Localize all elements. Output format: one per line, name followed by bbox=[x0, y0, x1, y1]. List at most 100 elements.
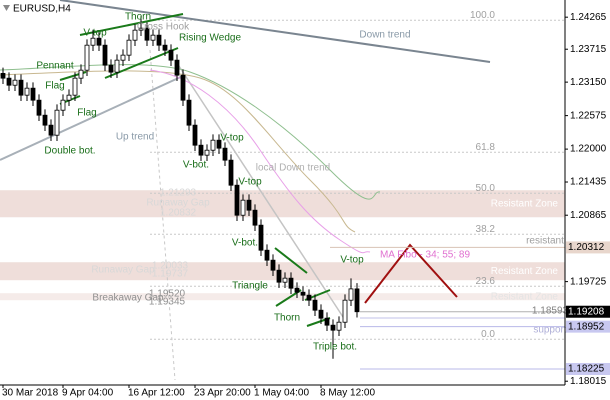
annotation: 1.20033 bbox=[152, 261, 189, 272]
candle-body bbox=[174, 59, 180, 76]
annotation: V-bot. bbox=[232, 238, 258, 249]
candle-body bbox=[162, 44, 168, 51]
annotation: Flag bbox=[77, 108, 96, 119]
zone-label: Resistant Zone bbox=[491, 291, 559, 302]
price-label: 1.20312 bbox=[568, 242, 605, 253]
candle-body bbox=[204, 149, 210, 156]
candle-body bbox=[0, 72, 6, 79]
candle-body bbox=[42, 114, 48, 126]
y-tick-label: 1.21435 bbox=[570, 177, 607, 188]
resistant-zone bbox=[0, 262, 565, 281]
helper-line bbox=[149, 49, 176, 381]
ma-curve bbox=[0, 70, 356, 233]
x-tick-label: 8 May 12:00 bbox=[320, 388, 375, 399]
annotation: Up trend bbox=[116, 132, 154, 143]
candle-body bbox=[276, 269, 282, 283]
y-tick-label: 1.24265 bbox=[570, 12, 607, 23]
annotation: Pennant bbox=[36, 61, 73, 72]
up-trend-line bbox=[0, 74, 186, 161]
candle-body bbox=[36, 99, 42, 116]
x-tick-label: 1 May 04:00 bbox=[254, 388, 309, 399]
pattern-line bbox=[79, 13, 184, 36]
annotation: 1.21293 bbox=[160, 188, 197, 199]
candle-body bbox=[72, 77, 78, 96]
x-tick-label: 30 Mar 2018 bbox=[2, 388, 59, 399]
annotation: 1.18593 bbox=[532, 306, 569, 317]
candle-body bbox=[282, 277, 288, 283]
y-tick-label: 1.22575 bbox=[570, 110, 607, 121]
annotation: Triple bot. bbox=[313, 342, 357, 353]
annotation: support bbox=[533, 325, 567, 336]
price-label: 1.18225 bbox=[568, 364, 605, 375]
symbol-icon bbox=[3, 5, 10, 11]
candle-body bbox=[288, 277, 294, 289]
candle-body bbox=[18, 79, 24, 96]
annotation: resistant bbox=[526, 236, 564, 247]
zones-layer bbox=[0, 19, 565, 340]
candle-body bbox=[354, 288, 360, 313]
candle-body bbox=[180, 74, 186, 101]
price-label: 1.18952 bbox=[568, 321, 605, 332]
ma-curve bbox=[149, 69, 371, 254]
annotation: Runaway Gap bbox=[146, 198, 210, 209]
candle-body bbox=[246, 199, 252, 211]
candle-body bbox=[12, 79, 18, 86]
candle-body bbox=[258, 224, 264, 251]
zone-label: Resistant Zone bbox=[491, 266, 559, 277]
candle-body bbox=[120, 54, 126, 61]
annotation: Breakaway Gap bbox=[92, 293, 164, 304]
annotation: Runaway Gap bbox=[91, 265, 155, 276]
zone-label: Resistant Zone bbox=[491, 198, 559, 209]
ma-curve bbox=[0, 64, 381, 200]
candle-body bbox=[234, 184, 240, 216]
candle-body bbox=[168, 49, 174, 61]
candle-body bbox=[186, 99, 192, 126]
lines-layer bbox=[0, 0, 565, 381]
x-tick-label: 16 Apr 12:00 bbox=[128, 388, 185, 399]
y-tick-label: 1.19725 bbox=[570, 276, 607, 287]
candle-body bbox=[30, 87, 36, 101]
annotation: Triangle bbox=[232, 281, 268, 292]
candle-body bbox=[336, 321, 342, 331]
candle-body bbox=[264, 249, 270, 261]
fibo-label: 0.0 bbox=[481, 329, 495, 340]
annotation: V-bot. bbox=[183, 160, 209, 171]
annotation: V-top bbox=[238, 177, 262, 188]
candle-body bbox=[252, 209, 258, 226]
candle-body bbox=[60, 99, 66, 111]
annotation: Down trend bbox=[359, 30, 410, 41]
price-label-bg bbox=[566, 305, 610, 318]
annotation: local Down trend bbox=[256, 163, 330, 174]
price-label-bg bbox=[566, 320, 610, 333]
candle-body bbox=[144, 27, 150, 41]
candle-body bbox=[210, 139, 216, 151]
candle-body bbox=[54, 109, 60, 136]
chart-title: EURUSD,H4 bbox=[13, 4, 71, 15]
candle-body bbox=[24, 87, 30, 96]
candle-body bbox=[270, 259, 276, 271]
x-tick-label: 23 Apr 20:00 bbox=[194, 388, 251, 399]
candle-body bbox=[126, 39, 132, 56]
annotation: V-top bbox=[220, 133, 244, 144]
annotation: Thorn bbox=[274, 313, 300, 324]
candle-body bbox=[198, 144, 204, 156]
fibo-label: 50.0 bbox=[476, 183, 496, 194]
annotation: 1.19520 bbox=[149, 289, 186, 300]
price-label: 1.19208 bbox=[568, 306, 605, 317]
annotation: Double bot. bbox=[44, 146, 95, 157]
y-tick-label: 1.22000 bbox=[570, 144, 607, 155]
candle-body bbox=[318, 309, 324, 319]
candle-body bbox=[192, 124, 198, 146]
candle-body bbox=[294, 287, 300, 293]
candles-layer bbox=[0, 16, 360, 359]
annotation: Rising Wedge bbox=[179, 33, 242, 44]
annotation: V-top bbox=[83, 28, 107, 39]
resistant-zone bbox=[0, 190, 565, 218]
down-trend-line bbox=[59, 0, 491, 63]
y-tick-label: 1.23150 bbox=[570, 77, 607, 88]
candle-body bbox=[312, 299, 318, 311]
y-tick-label: 1.20865 bbox=[570, 210, 607, 221]
candle-body bbox=[132, 29, 138, 41]
candle-body bbox=[6, 77, 12, 86]
